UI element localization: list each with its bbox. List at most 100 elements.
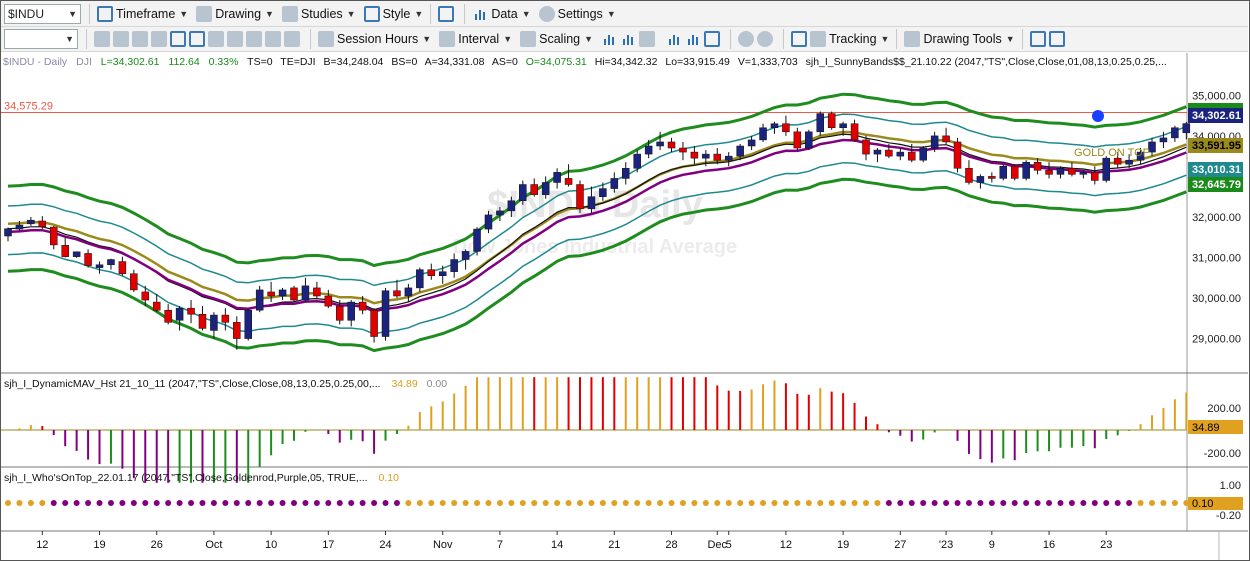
chevron-down-icon[interactable]: ▼ <box>606 8 616 19</box>
candle-body[interactable] <box>805 131 813 149</box>
candle-body[interactable] <box>324 295 333 307</box>
extra-tools[interactable] <box>1026 28 1072 50</box>
chart-tool-icon[interactable] <box>227 31 243 47</box>
zoom-icon[interactable] <box>170 31 186 47</box>
candle-body[interactable] <box>599 188 607 197</box>
candle-body[interactable] <box>679 147 687 153</box>
candle-body[interactable] <box>1148 141 1156 153</box>
chart-tools-group[interactable] <box>90 28 307 50</box>
candle-body[interactable] <box>988 176 996 179</box>
chevron-down-icon[interactable]: ▼ <box>414 8 424 19</box>
candle-body[interactable] <box>473 228 481 252</box>
candle-body[interactable] <box>827 113 836 129</box>
candle-body[interactable] <box>908 151 916 161</box>
candle-body[interactable] <box>885 149 893 157</box>
candle-body[interactable] <box>198 313 207 329</box>
candle-body[interactable] <box>1159 137 1168 143</box>
session-hours-button[interactable]: Session Hours ▼ <box>314 28 435 50</box>
zoom-out-icon[interactable] <box>757 31 774 47</box>
gauge-icon[interactable] <box>189 31 205 47</box>
candle-body[interactable] <box>724 155 733 161</box>
candle-body[interactable] <box>210 314 218 331</box>
candle-body[interactable] <box>1102 157 1110 181</box>
candle-body[interactable] <box>290 287 298 301</box>
zoom-group[interactable] <box>734 28 780 50</box>
candle-body[interactable] <box>553 172 561 183</box>
blue-dot-marker[interactable] <box>1092 110 1104 122</box>
candle-body[interactable] <box>530 184 538 195</box>
candle-body[interactable] <box>942 135 950 143</box>
candle-body[interactable] <box>450 259 458 272</box>
candle-body[interactable] <box>862 139 870 155</box>
candle-body[interactable] <box>564 178 573 185</box>
candle-body[interactable] <box>667 141 676 149</box>
candle-body[interactable] <box>930 135 939 149</box>
style-button[interactable]: Style ▼ <box>360 3 428 25</box>
candle-body[interactable] <box>759 127 767 141</box>
candle-body[interactable] <box>1171 127 1179 139</box>
chart-tool-icon[interactable] <box>94 31 110 47</box>
candle-body[interactable] <box>850 123 859 141</box>
candle-body[interactable] <box>541 182 550 195</box>
candle-body[interactable] <box>38 220 47 227</box>
candle-body[interactable] <box>1079 172 1088 175</box>
trendline-icon[interactable] <box>1029 31 1046 47</box>
candle-body[interactable] <box>976 176 985 183</box>
candle-body[interactable] <box>244 309 252 339</box>
candle-body[interactable] <box>747 139 756 147</box>
candle-body[interactable] <box>1182 123 1191 134</box>
candle-body[interactable] <box>1125 159 1133 165</box>
chevron-down-icon[interactable]: ▼ <box>68 8 77 19</box>
drawing-tools-label[interactable]: Drawing Tools <box>923 32 1002 46</box>
candle-body[interactable] <box>427 269 436 276</box>
candle-body[interactable] <box>622 168 630 179</box>
candle-body[interactable] <box>816 113 824 133</box>
candle-body[interactable] <box>84 253 92 266</box>
studies-button[interactable]: Studies ▼ <box>278 3 360 25</box>
chevron-down-icon[interactable]: ▼ <box>265 8 274 19</box>
point-figure-icon[interactable] <box>685 31 702 47</box>
candle-body[interactable] <box>873 149 882 155</box>
chevron-down-icon[interactable]: ▼ <box>1005 34 1015 44</box>
candle-body[interactable] <box>702 153 710 159</box>
candle-body[interactable] <box>496 210 504 216</box>
chart-tool-icon[interactable] <box>246 31 262 47</box>
interval-combo[interactable]: ▼ <box>4 29 78 49</box>
drawing-tools-button[interactable]: Drawing Tools ▼ <box>900 28 1018 50</box>
candle-body[interactable] <box>381 290 390 337</box>
candle-body[interactable] <box>370 309 378 337</box>
candle-body[interactable] <box>141 291 150 301</box>
candle-body[interactable] <box>919 147 927 161</box>
candle-body[interactable] <box>484 214 493 230</box>
candle-body[interactable] <box>118 261 127 274</box>
studies-label[interactable]: Studies <box>300 6 343 21</box>
candle-body[interactable] <box>1113 157 1122 165</box>
candle-body[interactable] <box>1022 161 1030 179</box>
bar-chart-icon[interactable] <box>601 31 618 47</box>
candle-body[interactable] <box>507 200 516 212</box>
candle-body[interactable] <box>438 271 447 276</box>
symbol-value[interactable]: $INDU <box>8 6 45 21</box>
candle-body[interactable] <box>1033 161 1042 171</box>
candle-body[interactable] <box>999 166 1008 179</box>
symbol-combo[interactable]: $INDU ▼ <box>4 3 81 24</box>
candle-body[interactable] <box>736 145 744 157</box>
candle-body[interactable] <box>130 273 138 291</box>
chevron-down-icon[interactable]: ▼ <box>503 34 513 44</box>
candle-body[interactable] <box>313 287 321 297</box>
chart-tool-icon[interactable] <box>151 31 167 47</box>
chevron-down-icon[interactable]: ▼ <box>65 34 74 44</box>
candle-body[interactable] <box>1091 172 1099 181</box>
scaling-button[interactable]: Scaling ▼ <box>516 28 597 50</box>
session-hours-label[interactable]: Session Hours <box>337 32 419 46</box>
interval-label[interactable]: Interval <box>458 32 500 46</box>
candle-body[interactable] <box>461 251 470 260</box>
candle-body[interactable] <box>95 264 104 268</box>
drawing-label[interactable]: Drawing <box>215 6 262 21</box>
tracking-button[interactable]: Tracking ▼ <box>787 28 893 50</box>
tracking-label[interactable]: Tracking <box>829 32 877 46</box>
scaling-label[interactable]: Scaling <box>539 32 581 46</box>
candle-body[interactable] <box>336 305 344 321</box>
candle-body[interactable] <box>393 290 401 297</box>
chart-tool-icon[interactable] <box>132 31 148 47</box>
